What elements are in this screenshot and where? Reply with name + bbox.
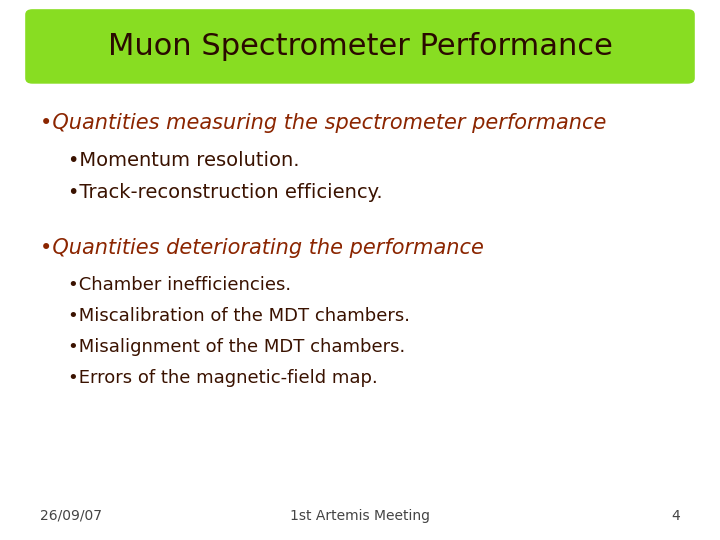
Text: •Quantities measuring the spectrometer performance: •Quantities measuring the spectrometer p…: [40, 113, 606, 133]
Text: •Quantities deteriorating the performance: •Quantities deteriorating the performanc…: [40, 238, 483, 258]
Text: •Momentum resolution.: •Momentum resolution.: [68, 151, 300, 170]
Text: •Track-reconstruction efficiency.: •Track-reconstruction efficiency.: [68, 183, 383, 201]
Text: •Misalignment of the MDT chambers.: •Misalignment of the MDT chambers.: [68, 338, 405, 356]
Text: •Miscalibration of the MDT chambers.: •Miscalibration of the MDT chambers.: [68, 307, 410, 325]
Text: 4: 4: [672, 509, 680, 523]
Text: 26/09/07: 26/09/07: [40, 509, 102, 523]
Text: 1st Artemis Meeting: 1st Artemis Meeting: [290, 509, 430, 523]
Text: Muon Spectrometer Performance: Muon Spectrometer Performance: [107, 32, 613, 61]
Text: •Errors of the magnetic-field map.: •Errors of the magnetic-field map.: [68, 369, 378, 387]
Text: •Chamber inefficiencies.: •Chamber inefficiencies.: [68, 276, 292, 294]
